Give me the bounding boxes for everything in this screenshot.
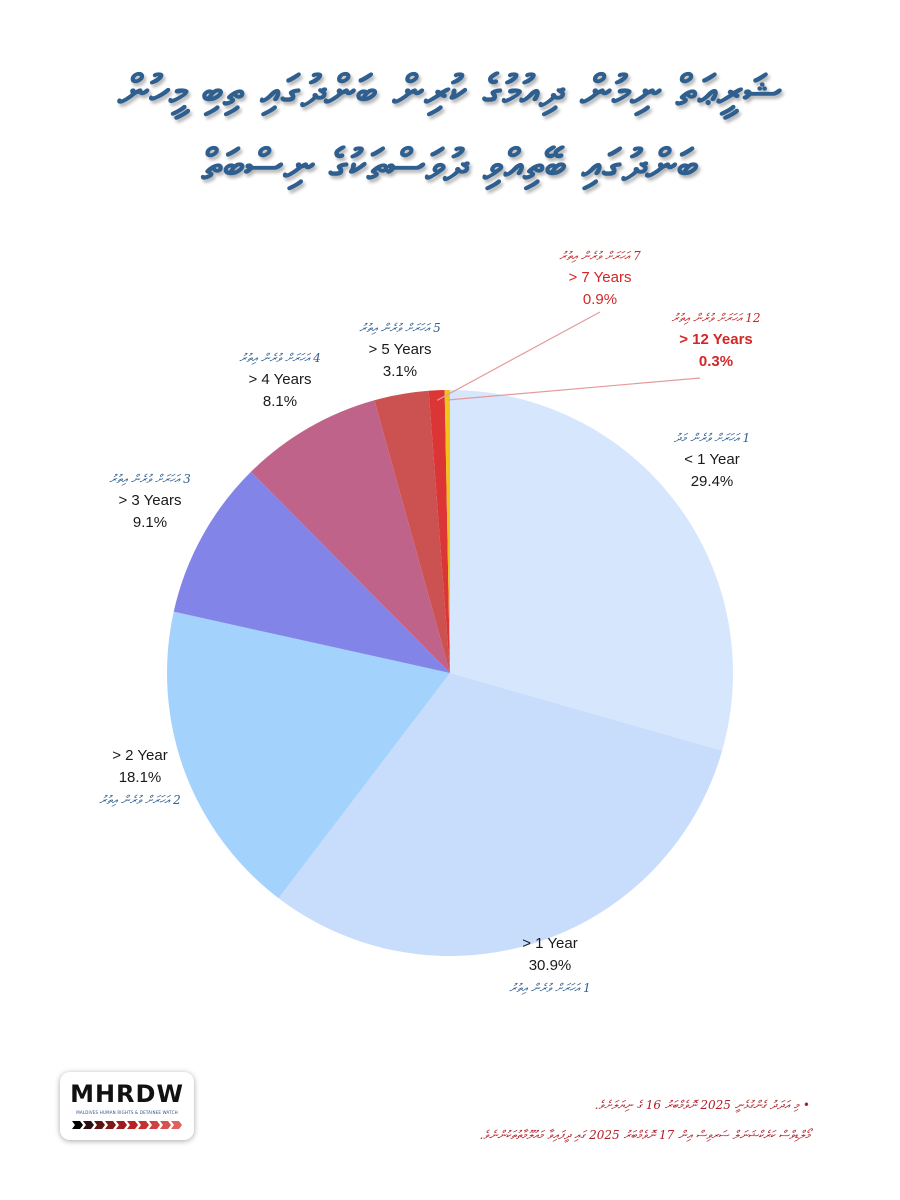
pie-slice [428,390,450,673]
slice-label-dhivehi: 5 އަހަރަށް ވުރެން އިތުރު [359,321,440,335]
logo-arrow [171,1121,182,1129]
logo-arrow [127,1121,138,1129]
slice-label: > 5 Years [369,341,432,358]
slice-label: > 3 Years [119,492,182,509]
slice-value: 29.4% [691,473,734,490]
slice-value: 3.1% [383,363,417,380]
slice-label: < 1 Year [684,451,739,468]
logo-arrow [149,1121,160,1129]
slice-label-dhivehi: 12 އަހަރަށް ވުރެން އިތުރު [671,311,760,325]
pie-slice [166,611,450,899]
logo-arrow [83,1121,94,1129]
footnote-source: މޯލްޑިވްސް ކަރެކްޝަނަލް ސަރވިސް އިން 17 … [479,1128,810,1142]
pie-labels: 1 އަހަރަށް ވުރެން މަދު < 1 Year 29.4% > 1 Y… [99,249,760,995]
logo-arrow [160,1121,171,1129]
pie-slice [278,673,723,956]
slice-label: > 2 Year [112,747,167,764]
footnote-date: • މި އަދަދު ގެންގުޅެނީ 2025 ނޮވެމްބަރު 1… [594,1098,810,1112]
slice-value: 18.1% [119,769,162,786]
pie-slices [166,390,733,956]
slice-label: > 4 Years [249,371,312,388]
slice-label-dhivehi: 1 އަހަރަށް ވުރެން އިތުރު [509,981,590,995]
slice-value: 8.1% [263,393,297,410]
callout-line [447,377,701,401]
slice-value: 9.1% [133,514,167,531]
chart-title: ޝަރީޢަތް ނިމުން ދިއުމުގެ ކުރިން ބަންދުގަ… [90,55,810,203]
logo-arrow [138,1121,149,1129]
pie-chart: 1 އަހަރަށް ވުރެން މަދު < 1 Year 29.4% > 1 Y… [99,249,760,995]
logo-arrow [105,1121,116,1129]
logo-text: MHRDW [70,1080,184,1108]
pie-slice [250,400,450,673]
slice-label: > 7 Years [569,269,632,286]
logo-arrow [72,1121,83,1129]
slice-label-dhivehi: 1 އަހަރަށް ވުރެން މަދު [673,431,750,445]
pie-slice [173,471,451,673]
title-line-1: ޝަރީޢަތް ނިމުން ދިއުމުގެ ކުރިން ބަންދުގަ… [117,66,783,117]
slice-label-dhivehi: 7 އަހަރަށް ވުރެން އިތުރު [559,249,641,263]
logo-arrow [94,1121,105,1129]
logo-subtitle: MALDIVES HUMAN RIGHTS & DETAINEE WATCH [76,1110,178,1115]
pie-slice [374,390,450,673]
slice-label-dhivehi: 2 އަހަރަށް ވުރެން އިތުރު [99,793,180,807]
slice-label: > 12 Years [679,331,753,348]
logo-arrows-graphic [72,1121,182,1129]
slice-value: 30.9% [529,957,572,974]
slice-label-dhivehi: 3 އަހަރަށް ވުރެން އިތުރު [109,472,191,486]
slice-value: 0.9% [583,291,617,308]
slice-label-dhivehi: 4 އަހަރަށް ވުރެން އިތުރު [239,351,320,365]
callout-line [436,311,601,401]
mhrdw-logo: MHRDW MALDIVES HUMAN RIGHTS & DETAINEE W… [60,1072,194,1140]
title-line-2: ބަންދުގައި ބޭތިއްވި ދުވަސްތަކުގެ ނިސްބަތ… [201,140,699,191]
logo-arrow [116,1121,127,1129]
pie-slice [450,390,733,751]
pie-slice [444,390,450,673]
slice-label: > 1 Year [522,935,577,952]
slice-value: 0.3% [699,353,733,370]
